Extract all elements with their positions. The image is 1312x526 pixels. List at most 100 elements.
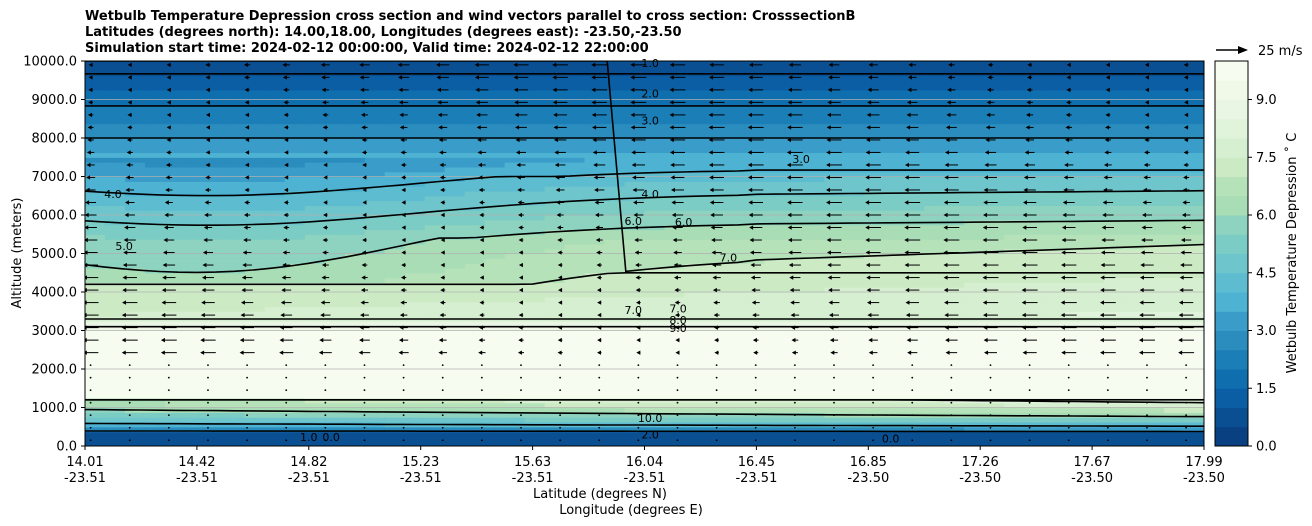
contour-fill-cell [824,388,845,394]
contour-fill-cell [1124,176,1145,182]
contour-fill-cell [964,441,985,446]
contour-fill-cell [284,176,306,182]
contour-fill-cell [484,118,506,125]
contour-fill-cell [384,128,406,134]
contour-fill-cell [564,267,586,274]
contour-fill-cell [1164,393,1185,399]
contour-fill-cell [304,104,326,110]
contour-fill-cell [564,200,586,206]
contour-fill-cell [704,296,726,303]
contour-fill-cell [724,436,746,442]
contour-fill-cell [804,267,825,274]
contour-fill-cell [124,388,146,394]
contour-fill-cell [984,239,1005,245]
contour-fill-cell [664,431,686,437]
contour-fill-cell [904,306,925,312]
contour-fill-cell [324,330,346,336]
contour-fill-cell [824,123,845,129]
contour-fill-cell [364,436,386,442]
contour-fill-cell [924,85,945,91]
contour-fill-cell [424,133,446,139]
contour-fill-cell [244,229,266,235]
contour-fill-cell [344,80,366,86]
contour-fill-cell [644,123,666,129]
contour-fill-cell [424,176,446,182]
contour-fill-cell [424,219,446,226]
contour-fill-cell [1044,436,1065,442]
contour-fill-cell [644,219,666,226]
contour-fill-cell [224,383,246,389]
contour-fill-cell [704,320,726,327]
wind-vector-dot [207,439,209,442]
contour-fill-cell [904,147,925,154]
contour-fill-cell [864,292,885,298]
contour-fill-cell [104,417,126,423]
contour-fill-cell [484,258,506,264]
wind-vector-head [240,312,245,318]
contour-fill-cell [804,210,825,216]
contour-fill-cell [764,210,785,216]
contour-fill-cell [964,85,985,91]
contour-fill-cell [644,138,666,144]
contour-fill-cell [1064,229,1085,235]
contour-fill-cell [844,142,865,149]
wind-vector-head [88,87,93,93]
contour-fill-cell [564,113,586,120]
contour-fill-cell [1124,325,1145,332]
contour-fill-cell [664,181,686,187]
contour-fill-cell [524,296,546,303]
wind-vector-head [166,150,171,155]
contour-fill-cell [724,441,746,446]
contour-fill-cell [1144,171,1165,178]
contour-fill-cell [1164,215,1185,221]
contour-fill-cell [244,138,266,144]
contour-fill-cell [344,118,366,125]
contour-fill-cell [884,61,905,67]
contour-fill-cell [1164,344,1185,351]
contour-fill-cell [544,292,566,298]
contour-fill-cell [164,301,186,308]
contour-fill-cell [1044,210,1065,216]
contour-fill-cell [504,166,526,173]
contour-fill-cell [604,378,626,385]
contour-fill-cell [524,426,546,433]
contour-fill-cell [684,325,706,332]
contour-fill-cell [804,176,825,182]
contour-fill-cell [684,99,706,105]
contour-fill-cell [444,272,466,279]
contour-fill-cell [884,200,905,206]
contour-fill-cell [144,176,166,182]
contour-fill-cell [584,287,606,293]
contour-fill-cell [164,234,186,240]
wind-vector-head [161,300,166,305]
contour-fill-cell [1064,388,1085,394]
contour-fill-cell [164,441,186,446]
contour-fill-cell [884,181,905,187]
contour-fill-cell [664,436,686,442]
contour-fill-cell [684,171,706,178]
contour-fill-cell [124,359,146,365]
contour-fill-cell [85,205,106,211]
contour-fill-cell [624,431,646,437]
contour-fill-cell [184,272,206,279]
contour-fill-cell [484,80,506,86]
contour-fill-cell [1164,85,1185,91]
contour-fill-cell [964,75,985,81]
contour-fill-cell [1004,441,1025,446]
contour-fill-cell [1044,393,1065,399]
contour-fill-cell [884,344,905,351]
contour-fill-cell [424,210,446,216]
contour-fill-cell [264,258,286,264]
contour-fill-cell [1144,383,1165,389]
contour-fill-cell [1064,393,1085,399]
contour-fill-cell [664,373,686,380]
contour-fill-cell [1044,171,1065,178]
contour-fill-cell [1044,200,1065,206]
wind-vector-head [359,75,364,80]
contour-fill-cell [1164,113,1185,120]
contour-fill-cell [304,436,326,442]
contour-fill-cell [924,369,945,375]
contour-fill-cell [104,258,126,264]
contour-fill-cell [664,378,686,385]
contour-fill-cell [504,301,526,308]
